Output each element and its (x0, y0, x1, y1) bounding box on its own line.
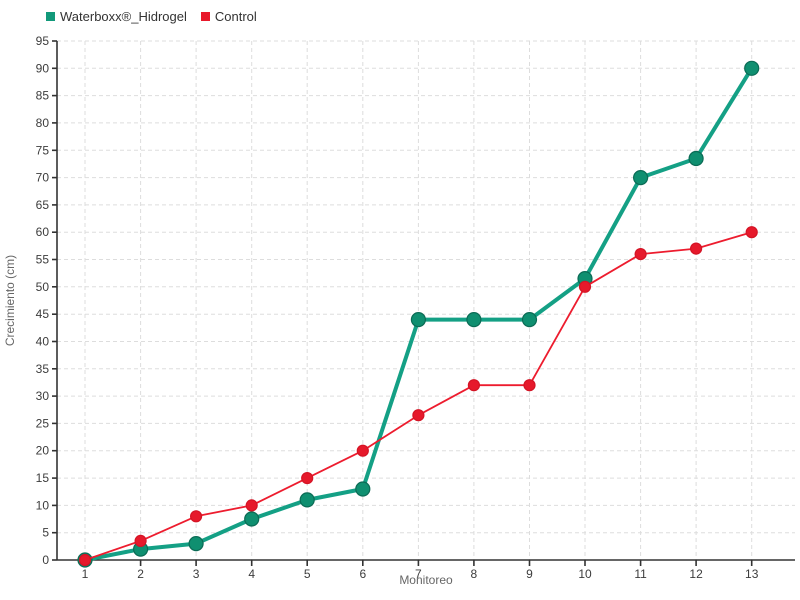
svg-text:3: 3 (193, 567, 200, 581)
series-0 (77, 60, 760, 568)
svg-text:30: 30 (36, 389, 50, 403)
legend-label-waterboxx: Waterboxx®_Hidrogel (60, 9, 187, 24)
svg-text:80: 80 (36, 116, 50, 130)
svg-text:6: 6 (359, 567, 366, 581)
svg-text:7: 7 (415, 567, 422, 581)
svg-text:75: 75 (36, 143, 50, 157)
legend-marker-control-icon (200, 12, 210, 21)
svg-text:12: 12 (689, 567, 703, 581)
x-axis-title: Monitoreo (399, 573, 453, 587)
svg-text:40: 40 (36, 335, 50, 349)
svg-text:35: 35 (36, 362, 50, 376)
chart-legend: Waterboxx®_Hidrogel Control (46, 10, 257, 23)
legend-marker-waterboxx-icon (46, 12, 55, 21)
svg-text:60: 60 (36, 225, 50, 239)
svg-text:85: 85 (36, 89, 50, 103)
svg-text:0: 0 (42, 553, 49, 567)
svg-text:5: 5 (304, 567, 311, 581)
y-axis-title: Crecimiento (cm) (3, 255, 17, 346)
svg-text:70: 70 (36, 171, 50, 185)
svg-text:9: 9 (526, 567, 533, 581)
svg-text:10: 10 (36, 498, 50, 512)
svg-text:55: 55 (36, 253, 50, 267)
svg-text:25: 25 (36, 416, 50, 430)
svg-text:45: 45 (36, 307, 50, 321)
svg-text:20: 20 (36, 444, 50, 458)
svg-text:1: 1 (82, 567, 89, 581)
svg-text:2: 2 (137, 567, 144, 581)
svg-text:90: 90 (36, 61, 50, 75)
svg-text:13: 13 (745, 567, 759, 581)
svg-text:15: 15 (36, 471, 50, 485)
legend-item-waterboxx[interactable]: Waterboxx®_Hidrogel (46, 10, 187, 23)
legend-item-control[interactable]: Control (200, 9, 257, 24)
svg-text:11: 11 (634, 567, 647, 581)
svg-text:4: 4 (248, 567, 255, 581)
svg-text:10: 10 (578, 567, 592, 581)
series-1 (78, 226, 758, 567)
svg-text:5: 5 (42, 526, 49, 540)
svg-text:8: 8 (471, 567, 478, 581)
legend-label-control: Control (214, 9, 257, 24)
svg-text:65: 65 (36, 198, 50, 212)
svg-text:95: 95 (36, 34, 50, 48)
svg-text:50: 50 (36, 280, 50, 294)
gridlines (57, 40, 795, 560)
